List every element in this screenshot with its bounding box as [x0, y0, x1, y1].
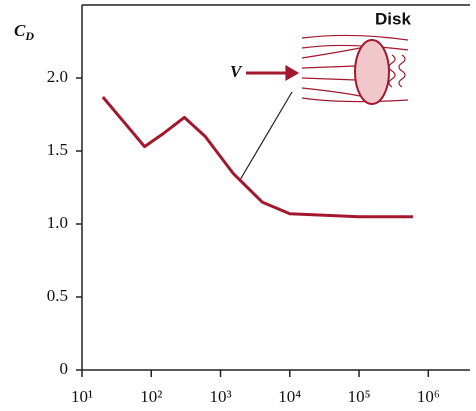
leader-line	[239, 91, 293, 181]
y-tick-label: 0.5	[47, 286, 68, 305]
flow-line	[301, 47, 361, 59]
y-tick-label: 2.0	[47, 67, 68, 86]
flow-line	[301, 97, 409, 103]
x-tick-label: 10¹	[71, 387, 93, 406]
flow-line	[301, 87, 361, 97]
velocity-label: V	[230, 62, 243, 81]
x-tick-label: 10²	[140, 387, 162, 406]
disk-diagram	[239, 34, 409, 181]
wake	[388, 54, 406, 88]
y-tick-label: 1.0	[47, 213, 68, 232]
x-tick-label: 10³	[209, 387, 231, 406]
y-tick-label: 1.5	[47, 140, 68, 159]
flow-line	[301, 77, 357, 81]
x-tick-label: 10⁶	[417, 387, 440, 406]
disk-label: Disk	[375, 9, 411, 28]
flow-line	[301, 34, 409, 41]
data-line	[101, 96, 413, 219]
x-tick-label: 10⁴	[278, 387, 301, 406]
disk	[354, 39, 390, 105]
x-tick-label: 10⁵	[348, 387, 371, 406]
y-tick-label: 0	[60, 359, 69, 378]
flow-line	[301, 44, 409, 51]
arrow-head	[285, 64, 300, 82]
flow-line	[301, 65, 357, 69]
y-label: CD	[14, 21, 34, 43]
